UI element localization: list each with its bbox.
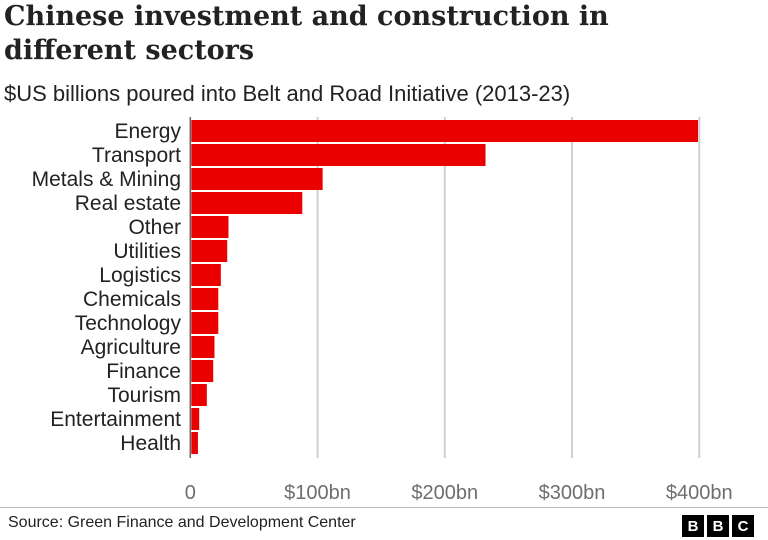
category-label: Other: [128, 216, 181, 239]
source-note: Source: Green Finance and Development Ce…: [8, 514, 356, 531]
category-label: Metals & Mining: [32, 168, 181, 191]
chart-title: Chinese investment and construction in d…: [4, 1, 609, 66]
category-label: Finance: [106, 360, 181, 383]
x-tick-label: $300bn: [539, 482, 606, 504]
category-label: Entertainment: [50, 408, 181, 431]
x-tick-label: 0: [185, 482, 196, 504]
chart-subtitle: $US billions poured into Belt and Road I…: [4, 81, 571, 106]
bar: [191, 384, 207, 406]
bar-chart: 0 $100bn $200bn $300bn $400bn EnergyTransport…: [32, 117, 733, 504]
bar: [191, 120, 699, 142]
bar: [191, 144, 486, 166]
category-label: Health: [120, 432, 181, 455]
bbc-logo: B B C: [682, 515, 754, 537]
x-tick-label: $100bn: [284, 482, 351, 504]
category-label: Tourism: [107, 384, 181, 407]
bar: [191, 264, 221, 286]
category-label: Technology: [75, 312, 182, 335]
category-label: Utilities: [113, 240, 181, 263]
logo-letter: C: [732, 515, 754, 537]
logo-letter: B: [707, 515, 729, 537]
bar: [191, 360, 214, 382]
bar: [191, 288, 219, 310]
bar: [191, 408, 200, 430]
category-label: Real estate: [75, 192, 181, 215]
bar: [191, 336, 215, 358]
x-tick-label: $400bn: [666, 482, 733, 504]
bar: [191, 240, 228, 262]
bar: [191, 168, 323, 190]
bar: [191, 312, 219, 334]
category-label: Energy: [114, 120, 181, 143]
category-label: Chemicals: [83, 288, 181, 311]
category-label: Agriculture: [81, 336, 181, 359]
bar: [191, 432, 198, 454]
x-tick-label: $200bn: [411, 482, 478, 504]
footer-divider: [0, 507, 768, 508]
bar: [191, 192, 303, 214]
category-label: Transport: [92, 144, 181, 167]
bar: [191, 216, 229, 238]
logo-letter: B: [682, 515, 704, 537]
category-label: Logistics: [99, 264, 181, 287]
